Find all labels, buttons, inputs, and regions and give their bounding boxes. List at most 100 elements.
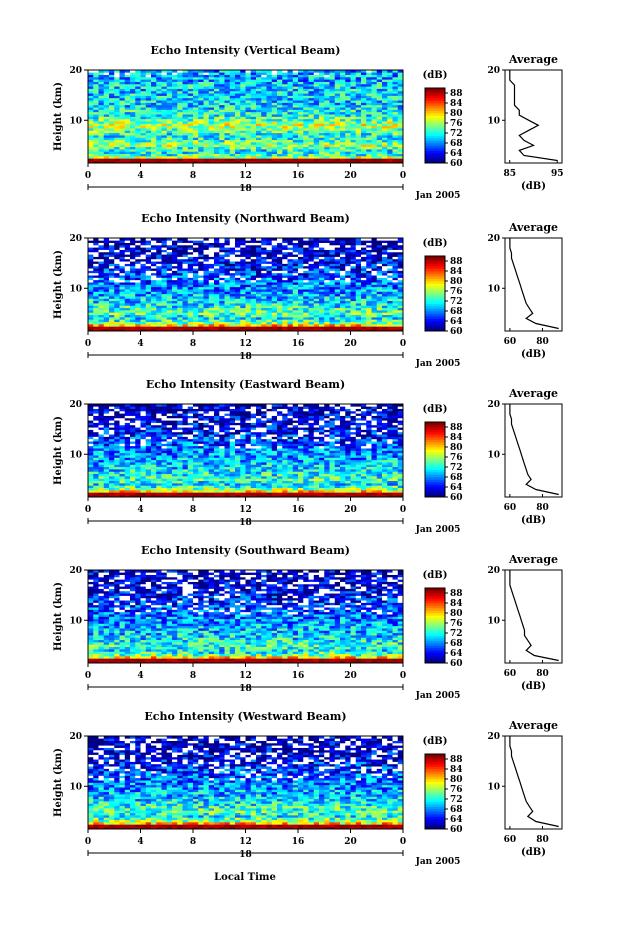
- heatmap-cell: [193, 123, 199, 127]
- heatmap-cell: [187, 265, 194, 269]
- heatmap-cell: [319, 156, 325, 159]
- heatmap-cell: [98, 300, 105, 304]
- heatmap-cell: [287, 251, 294, 255]
- heatmap-cell: [345, 268, 351, 271]
- heatmap-cell: [355, 100, 362, 103]
- heatmap-cell: [245, 130, 252, 134]
- heatmap-cell: [371, 83, 378, 87]
- heatmap-cell: [334, 254, 341, 257]
- heatmap-cell: [224, 298, 231, 302]
- heatmap-cell: [371, 291, 378, 295]
- heatmap-cell: [156, 305, 162, 309]
- heatmap-cell: [287, 321, 294, 325]
- heatmap-cell: [266, 135, 273, 138]
- heatmap-cell: [208, 114, 215, 117]
- heatmap-cell: [266, 83, 273, 87]
- heatmap-cell: [203, 319, 210, 323]
- heatmap-cell: [397, 88, 404, 92]
- heatmap-cell: [350, 104, 357, 108]
- heatmap-cell: [124, 289, 131, 292]
- heatmap-cell: [166, 130, 173, 134]
- heatmap-cell: [109, 149, 115, 152]
- heatmap-cell: [382, 79, 388, 82]
- heatmap-cell: [282, 130, 288, 134]
- heatmap-cell: [166, 100, 173, 103]
- heatmap-cell: [203, 79, 210, 82]
- heatmap-cell: [334, 107, 341, 110]
- heatmap-cell: [145, 123, 152, 127]
- heatmap-cell: [88, 83, 94, 87]
- heatmap-cell: [103, 270, 110, 274]
- heatmap-cell: [166, 244, 173, 248]
- heatmap-cell: [256, 121, 262, 124]
- heatmap-cell: [266, 293, 273, 297]
- heatmap-cell: [240, 328, 246, 332]
- heatmap-cell: [340, 258, 346, 262]
- heatmap-cell: [287, 270, 294, 274]
- heatmap-cell: [319, 86, 325, 89]
- heatmap-cell: [303, 324, 309, 327]
- heatmap-cell: [119, 70, 126, 73]
- heatmap-cell: [298, 238, 304, 241]
- heatmap-cell: [387, 128, 393, 131]
- heatmap-cell: [371, 146, 378, 150]
- heatmap-cell: [140, 312, 147, 316]
- heatmap-cell: [124, 90, 131, 94]
- colorbar-step: [425, 95, 445, 99]
- heatmap-cell: [392, 107, 399, 110]
- heatmap-cell: [392, 296, 399, 299]
- heatmap-cell: [109, 135, 115, 138]
- heatmap-cell: [182, 107, 189, 110]
- heatmap-cell: [271, 79, 278, 82]
- heatmap-cell: [292, 142, 299, 145]
- heatmap-cell: [256, 244, 262, 248]
- heatmap-cell: [319, 270, 325, 274]
- heatmap-cell: [140, 114, 147, 117]
- heatmap-cell: [313, 160, 320, 164]
- heatmap-cell: [182, 86, 189, 89]
- heatmap-cell: [366, 118, 372, 122]
- heatmap-cell: [140, 247, 147, 250]
- heatmap-cell: [187, 326, 194, 329]
- heatmap-cell: [382, 76, 388, 80]
- heatmap-cell: [214, 279, 220, 283]
- heatmap-cell: [282, 137, 288, 141]
- heatmap-cell: [229, 324, 236, 327]
- heatmap-cell: [292, 116, 299, 120]
- heatmap-cell: [382, 312, 388, 316]
- heatmap-cell: [292, 298, 299, 302]
- heatmap-cell: [103, 97, 110, 101]
- heatmap-cell: [319, 116, 325, 120]
- heatmap-cell: [361, 279, 367, 283]
- heatmap-cell: [371, 100, 378, 103]
- heatmap-cell: [166, 70, 173, 73]
- heatmap-cell: [250, 102, 257, 106]
- heatmap-cell: [376, 289, 383, 292]
- heatmap-cell: [109, 272, 115, 276]
- heatmap-cell: [98, 272, 105, 276]
- heatmap-cell: [366, 132, 372, 136]
- heatmap-cell: [177, 312, 183, 316]
- heatmap-cell: [161, 137, 168, 141]
- heatmap-cell: [371, 256, 378, 260]
- heatmap-cell: [319, 289, 325, 292]
- heatmap-cell: [135, 324, 141, 327]
- heatmap-cell: [172, 258, 178, 262]
- heatmap-cell: [145, 81, 152, 85]
- heatmap-cell: [229, 326, 236, 329]
- heatmap-cell: [219, 238, 225, 241]
- heatmap-cell: [340, 144, 346, 148]
- heatmap-cell: [93, 109, 99, 113]
- heatmap-cell: [103, 132, 110, 136]
- heatmap-cell: [151, 326, 157, 329]
- heatmap-cell: [177, 326, 183, 329]
- heatmap-cell: [145, 261, 152, 264]
- heatmap-cell: [93, 317, 99, 320]
- heatmap-cell: [271, 93, 278, 96]
- heatmap-cell: [282, 102, 288, 106]
- heatmap-cell: [193, 300, 199, 304]
- heatmap-cell: [214, 93, 220, 96]
- heatmap-cell: [166, 261, 173, 264]
- heatmap-cell: [140, 251, 147, 255]
- heatmap-cell: [397, 293, 404, 297]
